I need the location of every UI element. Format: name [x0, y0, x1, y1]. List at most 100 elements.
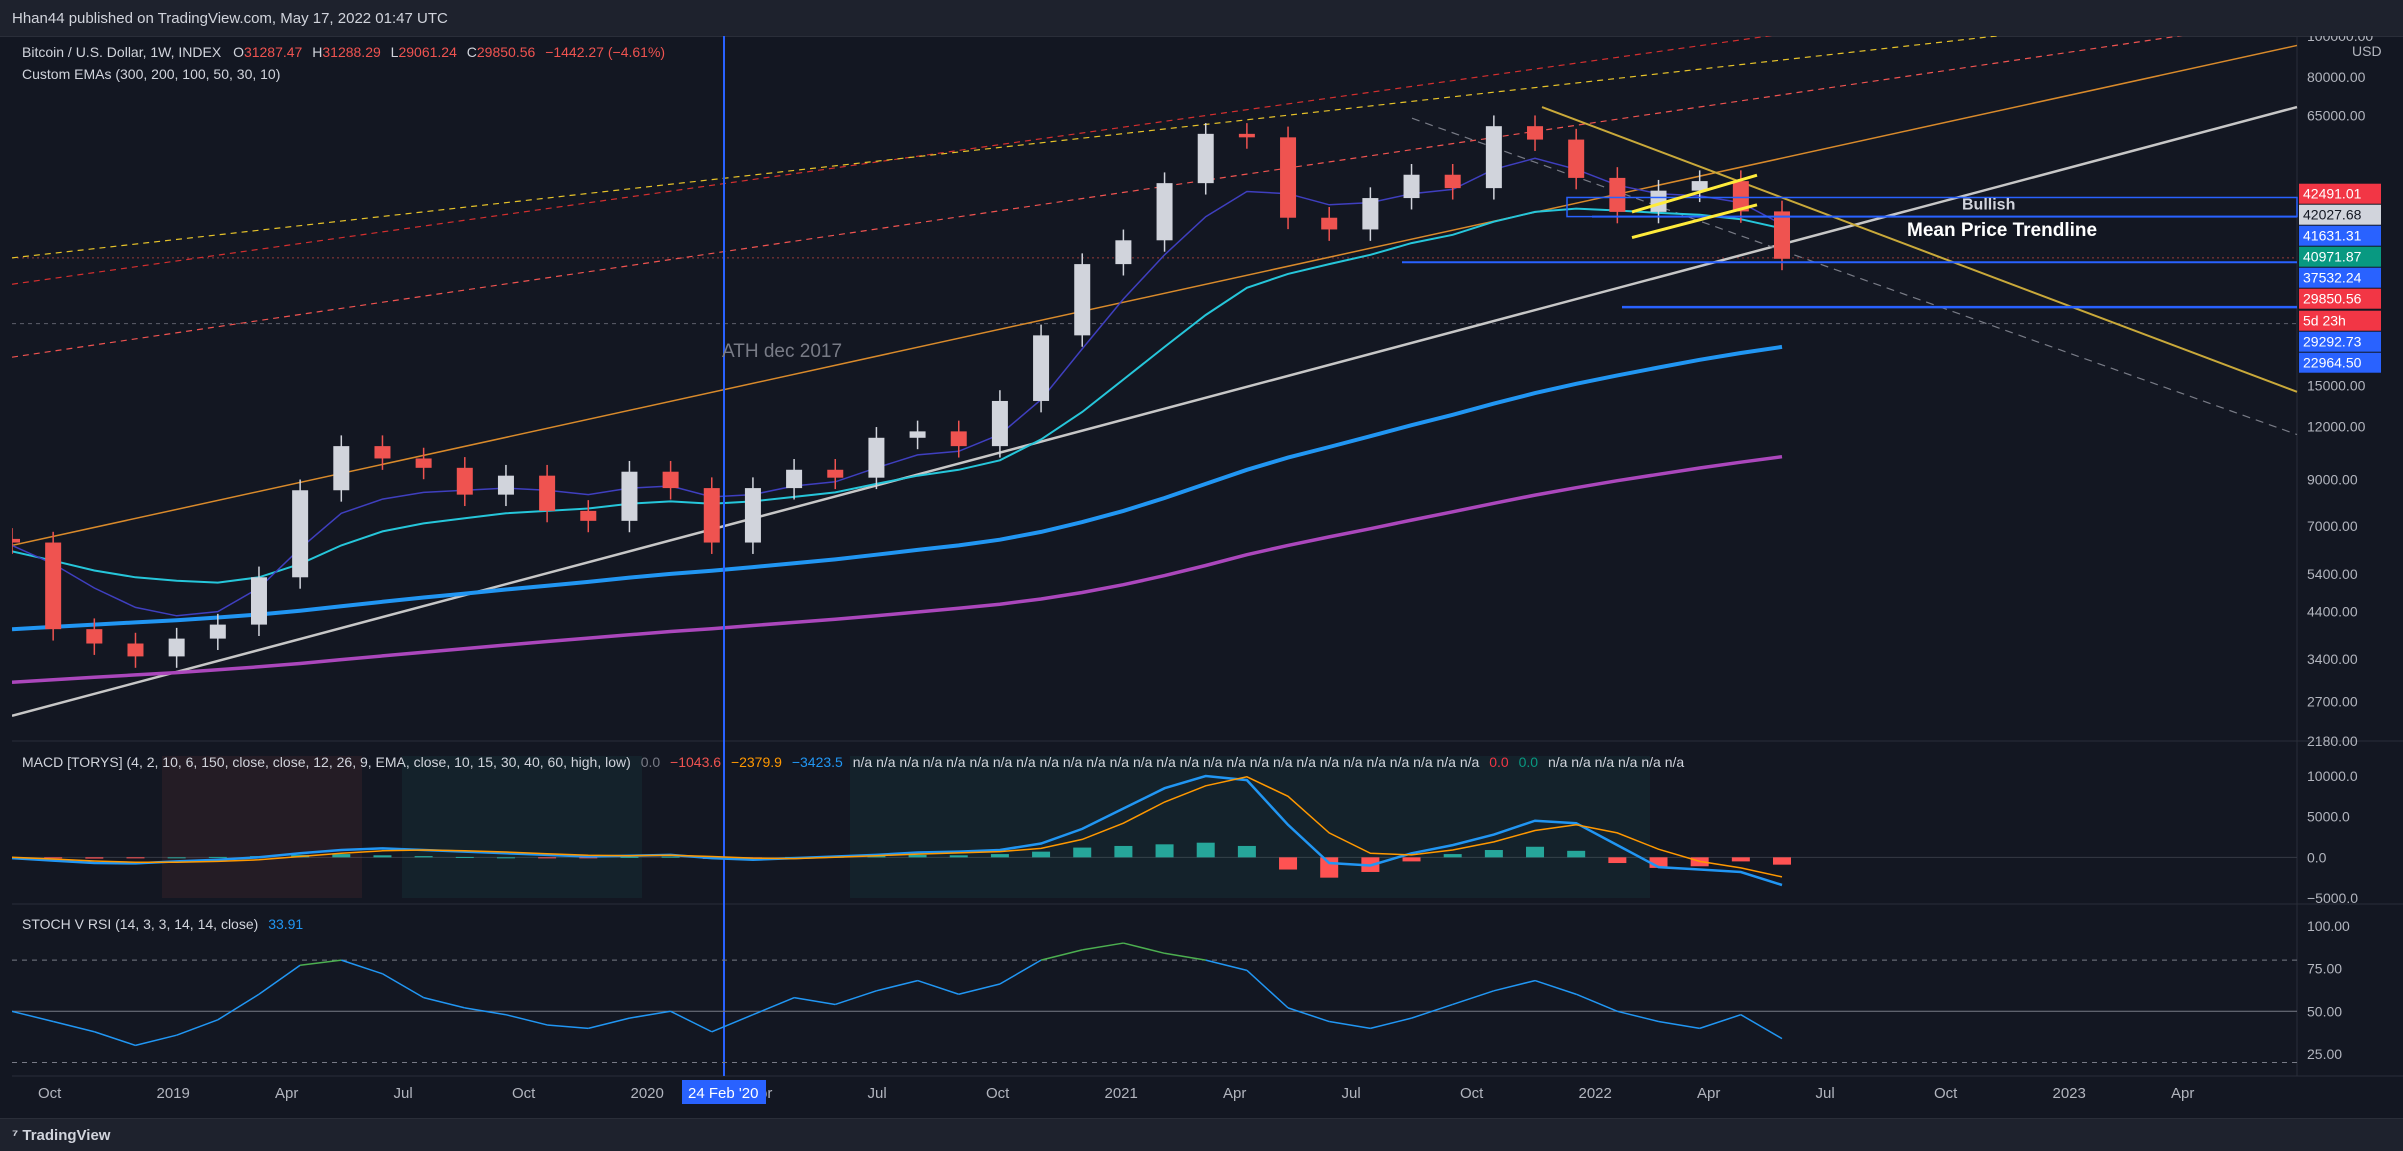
- macd-histogram-bar: [620, 856, 639, 858]
- stoch-header[interactable]: STOCH V RSI (14, 3, 3, 14, 14, close) 33…: [22, 916, 303, 932]
- price-tick-label: 80000.00: [2307, 69, 2366, 85]
- macd-histogram-bar: [85, 857, 104, 859]
- macd-histogram-bar: [1567, 850, 1586, 858]
- price-tag-label: 42027.68: [2303, 207, 2362, 223]
- price-tick-label: 3400.00: [2307, 651, 2358, 667]
- candle-body: [1362, 198, 1379, 230]
- macd-histogram-bar: [867, 855, 886, 858]
- macd-histogram-bar: [332, 854, 351, 858]
- candle-body: [86, 629, 103, 644]
- time-axis-label: Oct: [1460, 1085, 1484, 1102]
- symbol-name: Bitcoin / U.S. Dollar, 1W, INDEX: [22, 44, 222, 60]
- stoch-line-segment: [1164, 952, 1206, 961]
- candle-body: [827, 469, 844, 478]
- candle-body: [662, 471, 679, 489]
- candle-body: [456, 467, 473, 495]
- tradingview-logo[interactable]: ⁷ TradingView: [12, 1127, 110, 1144]
- candle-body: [415, 458, 432, 468]
- tradingview-brand: TradingView: [22, 1127, 111, 1144]
- chart-svg[interactable]: 100000.0080000.0065000.0019000.0015000.0…: [12, 36, 2403, 1118]
- stoch-line-segment: [300, 959, 342, 966]
- price-tag-box: [2299, 204, 2381, 225]
- candle-body: [1115, 240, 1132, 265]
- chart-area[interactable]: 100000.0080000.0065000.0019000.0015000.0…: [12, 36, 2403, 1118]
- price-tag-label: 29850.56: [2303, 291, 2362, 307]
- macd-histogram-bar: [579, 857, 598, 859]
- time-axis-label: Apr: [1697, 1085, 1720, 1102]
- price-tick-label: 65000.00: [2307, 107, 2366, 123]
- candle-body: [1609, 177, 1626, 212]
- price-tick-label: 9000.00: [2307, 472, 2358, 488]
- candle-body: [250, 577, 267, 625]
- candle-body: [12, 538, 20, 543]
- ohlc-high: 31288.29: [322, 44, 381, 60]
- macd-histogram-bar: [949, 855, 968, 858]
- ema-line: [12, 344, 1783, 632]
- candle-body: [1321, 217, 1338, 230]
- candle-body: [991, 400, 1008, 447]
- candle-body: [580, 510, 597, 521]
- stoch-title: STOCH V RSI (14, 3, 3, 14, 14, close): [22, 916, 259, 932]
- macd-histogram-bar: [1073, 847, 1092, 858]
- stoch-line-segment: [1493, 979, 1536, 992]
- macd-value-3: −3423.5: [791, 754, 843, 770]
- candle-body: [127, 643, 144, 657]
- macd-value-2: −2379.9: [730, 754, 782, 770]
- candle-body: [1691, 181, 1708, 191]
- time-axis-label: Jul: [1816, 1085, 1835, 1102]
- macd-header[interactable]: MACD [TORYS] (4, 2, 10, 6, 150, close, c…: [22, 754, 1684, 770]
- candle-body: [1197, 133, 1214, 184]
- stoch-line-segment: [12, 1010, 54, 1023]
- time-axis-label: Apr: [2171, 1085, 2194, 1102]
- candle-body: [1403, 174, 1420, 199]
- price-tag-box: [2299, 267, 2381, 288]
- price-tag-label: 41631.31: [2303, 228, 2362, 244]
- stoch-line-segment: [1040, 949, 1083, 961]
- stoch-line-segment: [382, 973, 425, 999]
- macd-histogram-bar: [1196, 842, 1215, 858]
- candle-body: [374, 446, 391, 459]
- ohlc-close-label: C: [466, 44, 477, 60]
- time-axis-label: Apr: [275, 1085, 298, 1102]
- stoch-line-segment: [258, 964, 301, 995]
- candle-body: [868, 437, 885, 478]
- candle-body: [1238, 133, 1255, 138]
- stoch-line-segment: [135, 1034, 177, 1047]
- stoch-line-segment: [1246, 969, 1289, 1009]
- price-tag-label: 5d 23h: [2303, 313, 2346, 329]
- stoch-line-segment: [1740, 1014, 1783, 1040]
- price-tick-label: 12000.00: [2307, 419, 2366, 435]
- candle-body: [497, 475, 514, 495]
- stoch-line-segment: [999, 959, 1042, 985]
- stoch-line-segment: [341, 959, 383, 975]
- mean-price-trendline: [12, 105, 2298, 717]
- price-tag-box: [2299, 183, 2381, 204]
- macd-histogram-bar: [126, 857, 145, 859]
- macd-histogram-bar: [1443, 854, 1462, 858]
- macd-line: [12, 774, 1783, 887]
- time-axis-label: 2021: [1105, 1085, 1138, 1102]
- price-tag-label: 42491.01: [2303, 186, 2362, 202]
- date-marker-tag: [682, 1080, 766, 1104]
- candle-body: [950, 431, 967, 447]
- time-axis-label: 2022: [1579, 1085, 1612, 1102]
- ema-indicator-label[interactable]: Custom EMAs (300, 200, 100, 50, 30, 10): [22, 66, 281, 82]
- macd-na: n/a n/a n/a n/a n/a n/a n/a n/a n/a n/a …: [852, 754, 1480, 770]
- stoch-line-segment: [1575, 993, 1618, 1012]
- macd-histogram-bar: [1155, 844, 1174, 858]
- macd-histogram-bar: [1526, 846, 1545, 858]
- date-marker-label: 24 Feb '20: [688, 1085, 758, 1102]
- stoch-line-segment: [1617, 1010, 1659, 1023]
- bullish-annotation: Bullish: [1962, 197, 2015, 214]
- candle-body: [539, 475, 556, 511]
- price-tick-label: 2700.00: [2307, 694, 2358, 710]
- price-tick-label: 5400.00: [2307, 566, 2358, 582]
- stoch-line-segment: [1411, 1003, 1453, 1019]
- range-box: [1566, 196, 2298, 218]
- macd-histogram-bar: [1773, 857, 1791, 865]
- time-axis-label: Oct: [986, 1085, 1010, 1102]
- macd-histogram-bar: [1608, 857, 1627, 864]
- macd-tail-0: 0.0: [1489, 754, 1509, 770]
- stoch-tick-label: 50.00: [2307, 1003, 2342, 1019]
- macd-histogram-bar: [538, 857, 557, 859]
